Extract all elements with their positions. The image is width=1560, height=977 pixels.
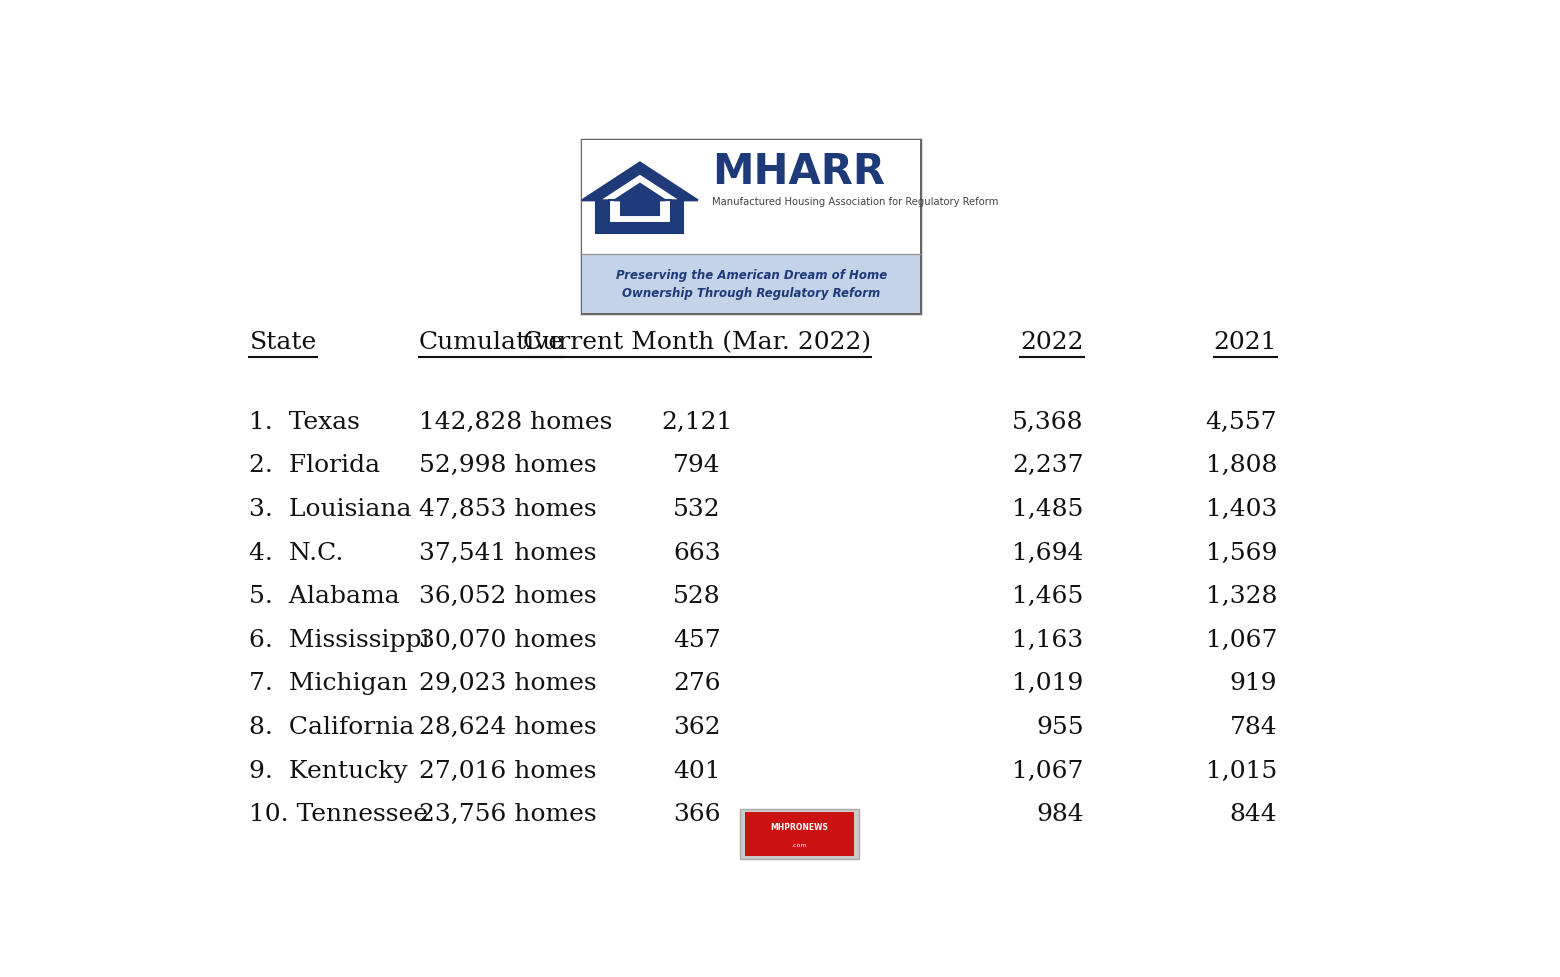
Text: 5.  Alabama: 5. Alabama bbox=[250, 585, 399, 608]
Text: 1,067: 1,067 bbox=[1012, 760, 1084, 783]
Text: 9.  Kentucky: 9. Kentucky bbox=[250, 760, 409, 783]
Text: 2,121: 2,121 bbox=[661, 410, 732, 434]
FancyBboxPatch shape bbox=[741, 809, 858, 859]
Text: 30,070 homes: 30,070 homes bbox=[418, 629, 596, 652]
Text: 2.  Florida: 2. Florida bbox=[250, 454, 381, 478]
Text: 366: 366 bbox=[672, 803, 721, 827]
Text: .com: .com bbox=[792, 842, 807, 848]
Text: 10. Tennessee: 10. Tennessee bbox=[250, 803, 429, 827]
Text: 2021: 2021 bbox=[1214, 331, 1278, 355]
Text: 1,694: 1,694 bbox=[1012, 541, 1084, 565]
FancyBboxPatch shape bbox=[633, 205, 647, 215]
Polygon shape bbox=[608, 200, 671, 224]
Text: 844: 844 bbox=[1229, 803, 1278, 827]
Text: 1,163: 1,163 bbox=[1012, 629, 1084, 652]
Text: 52,998 homes: 52,998 homes bbox=[418, 454, 596, 478]
Text: 1,465: 1,465 bbox=[1012, 585, 1084, 608]
Text: 528: 528 bbox=[672, 585, 721, 608]
Text: 4,557: 4,557 bbox=[1206, 410, 1278, 434]
Text: 47,853 homes: 47,853 homes bbox=[418, 498, 596, 521]
Text: 37,541 homes: 37,541 homes bbox=[418, 541, 596, 565]
Text: 532: 532 bbox=[672, 498, 721, 521]
Text: Ownership Through Regulatory Reform: Ownership Through Regulatory Reform bbox=[622, 286, 880, 300]
Text: 1,485: 1,485 bbox=[1012, 498, 1084, 521]
Text: 36,052 homes: 36,052 homes bbox=[418, 585, 596, 608]
Polygon shape bbox=[596, 200, 683, 233]
Text: 362: 362 bbox=[672, 716, 721, 739]
Text: 5,368: 5,368 bbox=[1012, 410, 1084, 434]
Text: 1,067: 1,067 bbox=[1206, 629, 1278, 652]
Text: 28,624 homes: 28,624 homes bbox=[418, 716, 596, 739]
Text: 794: 794 bbox=[672, 454, 721, 478]
Text: 1,015: 1,015 bbox=[1206, 760, 1278, 783]
FancyBboxPatch shape bbox=[582, 254, 920, 313]
Text: 984: 984 bbox=[1036, 803, 1084, 827]
Text: 401: 401 bbox=[672, 760, 721, 783]
Text: 7.  Michigan: 7. Michigan bbox=[250, 672, 409, 696]
Text: 663: 663 bbox=[672, 541, 721, 565]
FancyBboxPatch shape bbox=[582, 140, 920, 313]
Text: 1,019: 1,019 bbox=[1012, 672, 1084, 696]
Polygon shape bbox=[582, 162, 697, 200]
Text: 1,808: 1,808 bbox=[1206, 454, 1278, 478]
Text: 1,569: 1,569 bbox=[1206, 541, 1278, 565]
Text: 29,023 homes: 29,023 homes bbox=[418, 672, 596, 696]
Text: 2022: 2022 bbox=[1020, 331, 1084, 355]
Text: 1,403: 1,403 bbox=[1206, 498, 1278, 521]
Text: MHPRONEWS: MHPRONEWS bbox=[771, 824, 828, 832]
Text: 6.  Mississippi: 6. Mississippi bbox=[250, 629, 431, 652]
Text: 1,328: 1,328 bbox=[1206, 585, 1278, 608]
Text: 919: 919 bbox=[1229, 672, 1278, 696]
Text: 3.  Louisiana: 3. Louisiana bbox=[250, 498, 412, 521]
Text: MHARR: MHARR bbox=[713, 151, 886, 192]
Text: Cumulative: Cumulative bbox=[418, 331, 563, 355]
Text: 276: 276 bbox=[672, 672, 721, 696]
Text: 784: 784 bbox=[1229, 716, 1278, 739]
Polygon shape bbox=[615, 184, 665, 200]
Text: 142,828 homes: 142,828 homes bbox=[418, 410, 612, 434]
Text: 4.  N.C.: 4. N.C. bbox=[250, 541, 343, 565]
Polygon shape bbox=[599, 174, 682, 200]
Text: 27,016 homes: 27,016 homes bbox=[418, 760, 596, 783]
Text: 2,237: 2,237 bbox=[1012, 454, 1084, 478]
Text: Current Month (Mar. 2022): Current Month (Mar. 2022) bbox=[523, 331, 870, 355]
Text: 457: 457 bbox=[672, 629, 721, 652]
Text: 8.  California: 8. California bbox=[250, 716, 415, 739]
Text: Manufactured Housing Association for Regulatory Reform: Manufactured Housing Association for Reg… bbox=[713, 197, 998, 207]
Text: 23,756 homes: 23,756 homes bbox=[418, 803, 596, 827]
FancyBboxPatch shape bbox=[746, 812, 853, 856]
Text: 955: 955 bbox=[1036, 716, 1084, 739]
Polygon shape bbox=[621, 200, 658, 215]
Text: Preserving the American Dream of Home: Preserving the American Dream of Home bbox=[616, 270, 886, 282]
Text: 1.  Texas: 1. Texas bbox=[250, 410, 360, 434]
FancyBboxPatch shape bbox=[582, 140, 920, 254]
Text: State: State bbox=[250, 331, 317, 355]
